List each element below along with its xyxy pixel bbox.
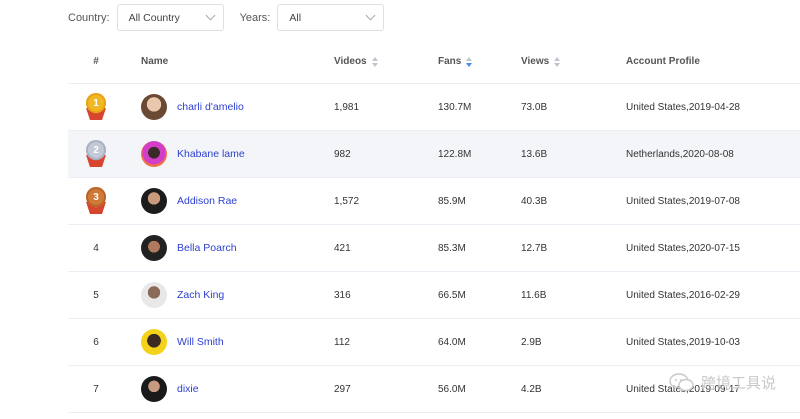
avatar[interactable] bbox=[141, 282, 167, 308]
sort-icon[interactable] bbox=[554, 56, 561, 67]
bronze-medal-icon: 3 bbox=[84, 187, 108, 215]
avatar[interactable] bbox=[141, 94, 167, 120]
table-row: 1 charli d'amelio 1,981 130.7M 73.0B Uni… bbox=[68, 84, 800, 131]
account-name-link[interactable]: Bella Poarch bbox=[177, 242, 237, 254]
country-label: Country: bbox=[68, 11, 110, 24]
header-videos[interactable]: Videos bbox=[334, 56, 438, 67]
views-value: 73.0B bbox=[521, 101, 548, 113]
videos-value: 982 bbox=[334, 148, 351, 160]
country-select[interactable]: All Country bbox=[116, 4, 224, 31]
table-row: 2 Khabane lame 982 122.8M 13.6B Netherla… bbox=[68, 131, 800, 178]
rank-number: 6 bbox=[93, 336, 99, 348]
videos-value: 112 bbox=[334, 336, 350, 348]
medal-rank: 3 bbox=[86, 187, 106, 207]
fans-value: 85.3M bbox=[438, 242, 466, 254]
filter-bar: Country: All Country Years: All bbox=[68, 4, 385, 31]
header-profile: Account Profile bbox=[626, 56, 700, 67]
videos-value: 316 bbox=[334, 289, 351, 301]
header-fans[interactable]: Fans bbox=[438, 56, 521, 67]
account-name-link[interactable]: Addison Rae bbox=[177, 195, 238, 207]
header-rank: # bbox=[93, 56, 99, 67]
profile-value: United States,2016-02-29 bbox=[626, 289, 740, 301]
views-value: 12.7B bbox=[521, 242, 548, 254]
table-row: 4 Bella Poarch 421 85.3M 12.7B United St… bbox=[68, 225, 800, 272]
avatar[interactable] bbox=[141, 188, 167, 214]
fans-value: 130.7M bbox=[438, 101, 472, 113]
views-value: 11.6B bbox=[521, 289, 547, 301]
chevron-down-icon bbox=[365, 10, 376, 21]
header-views[interactable]: Views bbox=[521, 56, 626, 67]
videos-value: 421 bbox=[334, 242, 351, 254]
account-name-link[interactable]: Will Smith bbox=[177, 336, 224, 348]
profile-value: Netherlands,2020-08-08 bbox=[626, 148, 734, 160]
fans-value: 66.5M bbox=[438, 289, 466, 301]
watermark: 跨境工具说 bbox=[669, 372, 776, 393]
profile-value: United States,2019-10-03 bbox=[626, 336, 740, 348]
views-value: 4.2B bbox=[521, 383, 542, 395]
wechat-icon bbox=[669, 372, 694, 391]
table-header: # Name Videos Fans Views Account Profile bbox=[68, 40, 800, 84]
header-name: Name bbox=[141, 56, 169, 67]
country-select-value: All Country bbox=[128, 11, 180, 24]
avatar[interactable] bbox=[141, 329, 167, 355]
sort-icon[interactable] bbox=[371, 56, 378, 67]
rank-number: 5 bbox=[93, 289, 99, 301]
medal-rank: 2 bbox=[86, 140, 106, 160]
avatar[interactable] bbox=[141, 235, 167, 261]
rank-number: 4 bbox=[93, 242, 99, 254]
silver-medal-icon: 2 bbox=[84, 140, 108, 168]
fans-value: 85.9M bbox=[438, 195, 466, 207]
avatar[interactable] bbox=[141, 376, 167, 402]
views-value: 13.6B bbox=[521, 148, 548, 160]
fans-value: 122.8M bbox=[438, 148, 472, 160]
chevron-down-icon bbox=[205, 10, 216, 21]
header-views-label: Views bbox=[521, 56, 550, 67]
account-name-link[interactable]: dixie bbox=[177, 383, 199, 395]
table-row: 3 Addison Rae 1,572 85.9M 40.3B United S… bbox=[68, 178, 800, 225]
years-label: Years: bbox=[239, 11, 271, 24]
years-select-value: All bbox=[289, 11, 302, 24]
fans-value: 56.0M bbox=[438, 383, 466, 395]
avatar[interactable] bbox=[141, 141, 167, 167]
gold-medal-icon: 1 bbox=[84, 93, 108, 121]
sort-desc-icon[interactable] bbox=[466, 56, 473, 67]
header-fans-label: Fans bbox=[438, 56, 462, 67]
rank-number: 7 bbox=[93, 383, 99, 395]
medal-rank: 1 bbox=[86, 93, 106, 113]
videos-value: 1,572 bbox=[334, 195, 360, 207]
watermark-text: 跨境工具说 bbox=[700, 375, 776, 392]
account-name-link[interactable]: Khabane lame bbox=[177, 148, 245, 160]
videos-value: 1,981 bbox=[334, 101, 360, 113]
table-row: 5 Zach King 316 66.5M 11.6B United State… bbox=[68, 272, 800, 319]
header-videos-label: Videos bbox=[334, 56, 367, 67]
table-row: 6 Will Smith 112 64.0M 2.9B United State… bbox=[68, 319, 800, 366]
account-name-link[interactable]: charli d'amelio bbox=[177, 101, 244, 113]
views-value: 40.3B bbox=[521, 195, 548, 207]
years-select[interactable]: All bbox=[277, 4, 385, 31]
fans-value: 64.0M bbox=[438, 336, 466, 348]
profile-value: United States,2020-07-15 bbox=[626, 242, 740, 254]
videos-value: 297 bbox=[334, 383, 351, 395]
account-name-link[interactable]: Zach King bbox=[177, 289, 225, 301]
profile-value: United States,2019-07-08 bbox=[626, 195, 740, 207]
profile-value: United States,2019-04-28 bbox=[626, 101, 740, 113]
views-value: 2.9B bbox=[521, 336, 542, 348]
ranking-table: # Name Videos Fans Views Account Profile… bbox=[68, 40, 800, 413]
